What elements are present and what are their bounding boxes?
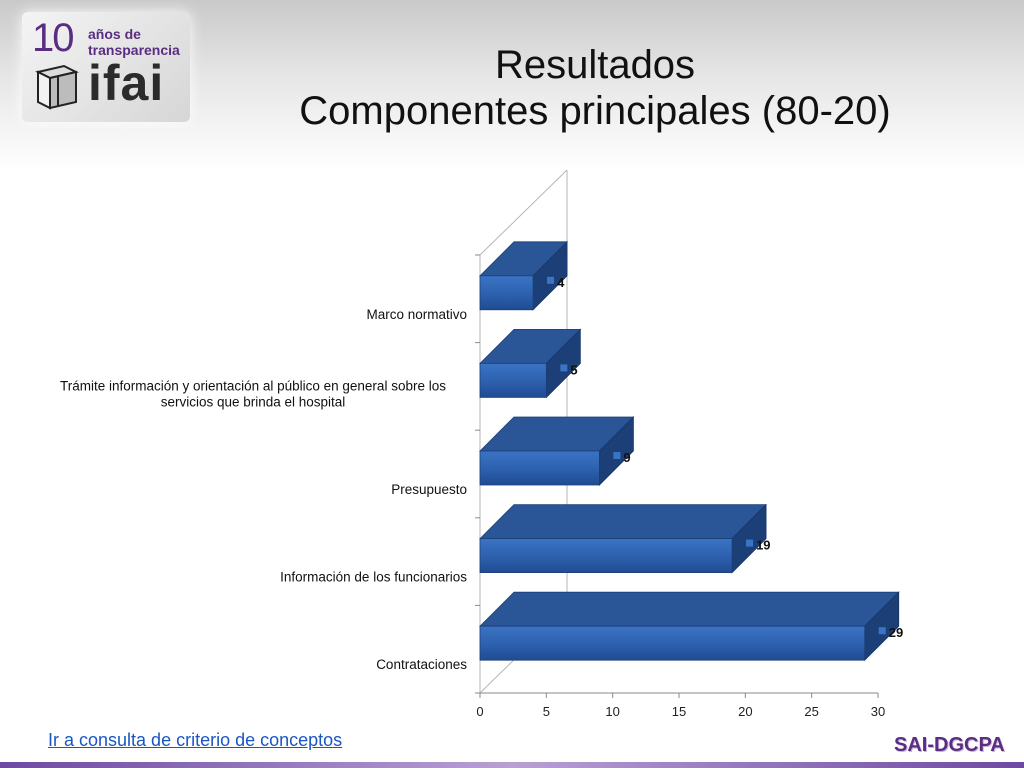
x-tick-label: 5 — [543, 704, 550, 719]
logo-line-1: años de — [88, 26, 141, 42]
category-label: Información de los funcionarios — [280, 570, 467, 585]
logo-word: ifai — [88, 55, 165, 111]
logo-line-2: transparencia — [88, 42, 180, 58]
x-tick-label: 30 — [871, 704, 885, 719]
category-label: Contrataciones — [376, 657, 467, 672]
title-line-2: Componentes principales (80-20) — [299, 89, 891, 133]
data-label: 5 — [570, 362, 577, 377]
ifai-logo: 10 años de transparencia ifai — [22, 12, 190, 122]
x-tick-label: 0 — [476, 704, 483, 719]
x-tick-label: 25 — [804, 704, 818, 719]
bar — [479, 362, 547, 398]
bar — [479, 538, 733, 574]
data-label-marker — [547, 276, 555, 284]
chart-area: 0 5 10 15 20 25 30 4 Marco normativo 5 Trámite inf… — [0, 160, 1024, 730]
data-label: 19 — [756, 538, 770, 553]
logo-number: 10 — [32, 16, 74, 60]
data-label: 4 — [557, 275, 565, 290]
x-tick-label: 20 — [738, 704, 752, 719]
title-line-1: Resultados — [494, 43, 696, 87]
data-label: 9 — [623, 450, 630, 465]
data-label: 29 — [889, 625, 903, 640]
bar — [479, 450, 600, 486]
bar-top-face — [479, 504, 768, 540]
data-label-marker — [613, 452, 621, 459]
criteria-link[interactable]: Ir a consulta de criterio de conceptos — [48, 730, 343, 750]
x-tick-label: 10 — [605, 704, 619, 719]
brand-logo: SAI-DGCPA — [894, 734, 1005, 756]
footer-line — [0, 762, 1024, 768]
bar-top-face — [479, 591, 900, 627]
data-label-marker — [878, 627, 886, 635]
category-label: servicios que brinda el hospital — [161, 394, 346, 409]
bar — [479, 625, 866, 661]
bar-chart: 0 5 10 15 20 25 30 4 Marco normativo 5 Trámite inf… — [60, 169, 903, 719]
data-label-marker — [746, 539, 754, 547]
bar — [479, 275, 534, 311]
category-label: Trámite información y orientación al púb… — [60, 378, 446, 393]
x-tick-label: 15 — [672, 704, 686, 719]
category-label: Presupuesto — [391, 482, 467, 497]
page-title: Resultados Componentes principales (80-2… — [200, 42, 990, 134]
data-label-marker — [560, 364, 568, 372]
axis-top-depth — [479, 169, 568, 256]
cube-icon — [35, 64, 79, 110]
category-label: Marco normativo — [366, 307, 467, 322]
